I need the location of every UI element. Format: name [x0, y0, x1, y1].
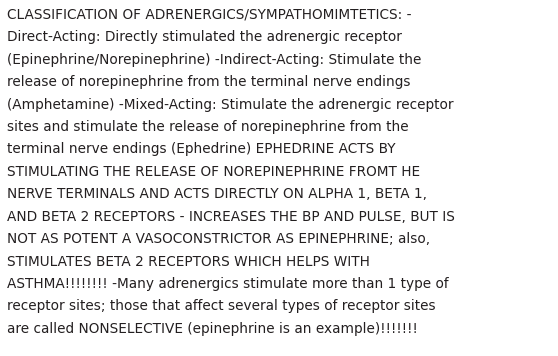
Text: NERVE TERMINALS AND ACTS DIRECTLY ON ALPHA 1, BETA 1,: NERVE TERMINALS AND ACTS DIRECTLY ON ALP…: [7, 187, 427, 201]
Text: sites and stimulate the release of norepinephrine from the: sites and stimulate the release of norep…: [7, 120, 409, 134]
Text: receptor sites; those that affect several types of receptor sites: receptor sites; those that affect severa…: [7, 299, 436, 313]
Text: are called NONSELECTIVE (epinephrine is an example)!!!!!!!: are called NONSELECTIVE (epinephrine is …: [7, 322, 418, 336]
Text: release of norepinephrine from the terminal nerve endings: release of norepinephrine from the termi…: [7, 75, 411, 89]
Text: (Amphetamine) -Mixed-Acting: Stimulate the adrenergic receptor: (Amphetamine) -Mixed-Acting: Stimulate t…: [7, 98, 454, 111]
Text: CLASSIFICATION OF ADRENERGICS/SYMPATHOMIMTETICS: -: CLASSIFICATION OF ADRENERGICS/SYMPATHOMI…: [7, 8, 412, 22]
Text: STIMULATING THE RELEASE OF NOREPINEPHRINE FROMT HE: STIMULATING THE RELEASE OF NOREPINEPHRIN…: [7, 165, 420, 179]
Text: AND BETA 2 RECEPTORS - INCREASES THE BP AND PULSE, BUT IS: AND BETA 2 RECEPTORS - INCREASES THE BP …: [7, 210, 455, 224]
Text: NOT AS POTENT A VASOCONSTRICTOR AS EPINEPHRINE; also,: NOT AS POTENT A VASOCONSTRICTOR AS EPINE…: [7, 232, 430, 246]
Text: STIMULATES BETA 2 RECEPTORS WHICH HELPS WITH: STIMULATES BETA 2 RECEPTORS WHICH HELPS …: [7, 255, 370, 268]
Text: Direct-Acting: Directly stimulated the adrenergic receptor: Direct-Acting: Directly stimulated the a…: [7, 30, 402, 44]
Text: ASTHMA!!!!!!!! -Many adrenergics stimulate more than 1 type of: ASTHMA!!!!!!!! -Many adrenergics stimula…: [7, 277, 449, 291]
Text: terminal nerve endings (Ephedrine) EPHEDRINE ACTS BY: terminal nerve endings (Ephedrine) EPHED…: [7, 142, 396, 156]
Text: (Epinephrine/Norepinephrine) -Indirect-Acting: Stimulate the: (Epinephrine/Norepinephrine) -Indirect-A…: [7, 53, 422, 67]
